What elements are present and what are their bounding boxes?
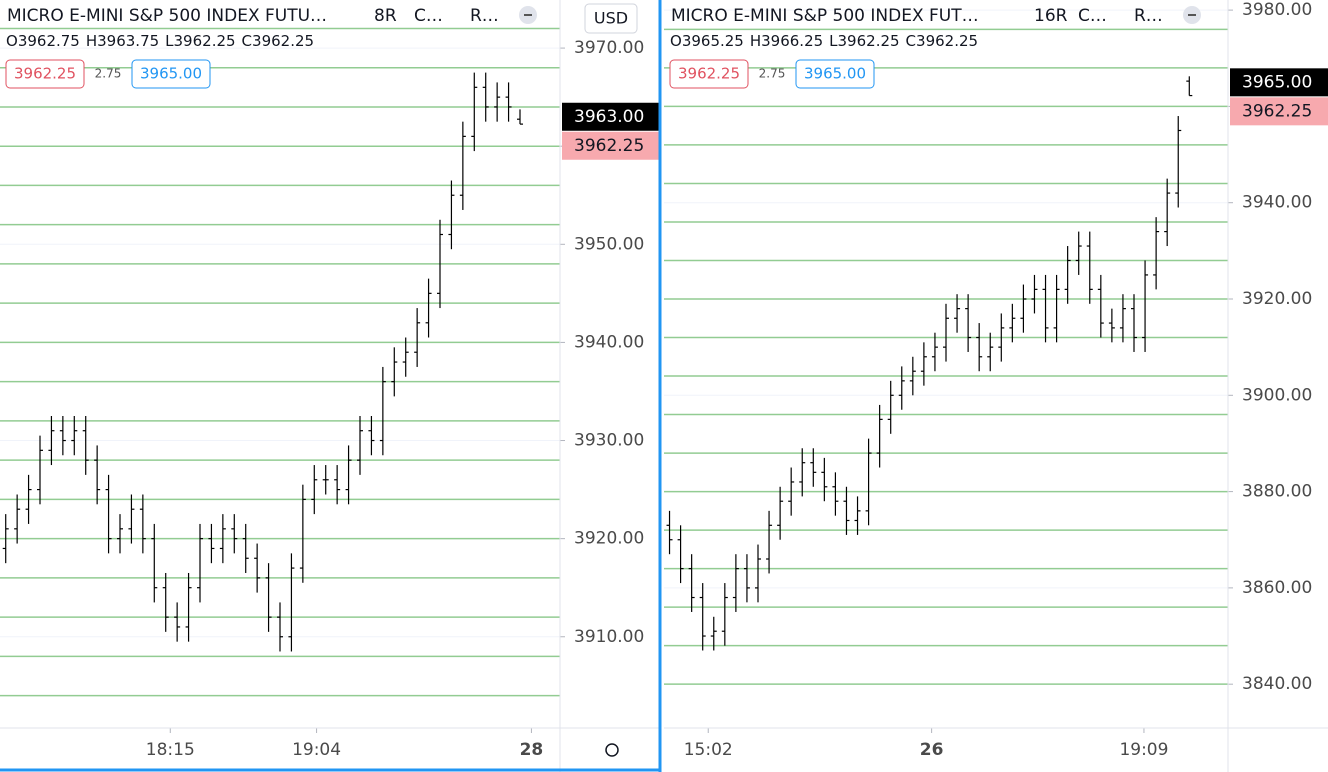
bid-box[interactable]: [669, 59, 749, 89]
ask-label: 3965.00: [804, 65, 866, 83]
currency-label: USD: [594, 9, 628, 28]
last-price-box: [1230, 97, 1328, 126]
x-tick-label: 28: [520, 740, 544, 760]
legend-value: 3962.25: [838, 32, 900, 50]
x-tick-label: 19:09: [1119, 740, 1168, 760]
last-price-label: 3962.25: [1242, 101, 1312, 121]
ask-box[interactable]: [131, 59, 211, 89]
ask-label: 3965.00: [140, 65, 202, 83]
legend-value: 3966.25: [761, 32, 823, 50]
legend-key: C: [906, 32, 916, 50]
legend-key: O: [6, 32, 18, 50]
title-text: MICRO E-MINI S&P 500 INDEX FUT…: [671, 6, 979, 26]
y-tick-label: 3900.00: [1242, 385, 1312, 405]
interval: 16R: [1034, 6, 1068, 26]
ohlc-legend: O3962.75 H3963.75 L3962.25 C3962.25: [6, 32, 314, 50]
y-tick-label: 3840.00: [1242, 674, 1312, 694]
legend-key: H: [86, 32, 97, 50]
y-tick-label: 3930.00: [574, 431, 644, 451]
interval: 8R: [374, 6, 397, 26]
currency-button[interactable]: [584, 3, 638, 34]
y-tick-label: 3940.00: [574, 332, 644, 352]
y-tick-label: 3920.00: [574, 529, 644, 549]
settings-icon[interactable]: [605, 743, 619, 757]
chart-title: MICRO E-MINI S&P 500 INDEX FUT…: [671, 6, 979, 26]
last-price-box: [562, 131, 660, 160]
y-tick-label: 3860.00: [1242, 578, 1312, 598]
legend-key: C: [242, 32, 252, 50]
x-tick-label: 18:15: [146, 740, 195, 760]
legend-value: 3963.75: [97, 32, 159, 50]
ohlc-legend: O3965.25 H3966.25 L3962.25 C3962.25: [670, 32, 978, 50]
spread-label: 2.75: [759, 67, 786, 81]
x-tick-label: 19:04: [292, 740, 341, 760]
y-tick-label: 3910.00: [574, 627, 644, 647]
chart-title: MICRO E-MINI S&P 500 INDEX FUTU…: [7, 6, 327, 26]
legend-value: 3965.25: [682, 32, 744, 50]
legend-key: L: [165, 32, 174, 50]
legend-key: O: [670, 32, 682, 50]
y-tick-label: 3950.00: [574, 234, 644, 254]
marker-price-box: [562, 102, 660, 131]
y-tick-label: 3920.00: [1242, 289, 1312, 309]
legend-value: 3962.75: [18, 32, 80, 50]
bid-label: 3962.25: [678, 65, 740, 83]
bid-label: 3962.25: [14, 65, 76, 83]
bid-box[interactable]: [5, 59, 85, 89]
x-tick-label: 26: [920, 740, 944, 760]
marker-price-box: [1230, 68, 1328, 97]
chart-style: C…: [1078, 6, 1107, 26]
marker-price-label: 3965.00: [1242, 72, 1312, 92]
x-tick-label: 15:02: [684, 740, 733, 760]
legend-value: 3962.25: [174, 32, 236, 50]
marker-price-label: 3963.00: [574, 107, 644, 127]
chart-style: C…: [414, 6, 443, 26]
last-price-label: 3962.25: [574, 136, 644, 156]
legend-key: H: [750, 32, 761, 50]
spread-label: 2.75: [95, 67, 122, 81]
y-tick-label: 3980.00: [1242, 0, 1312, 20]
legend-value: 3962.25: [916, 32, 978, 50]
extra-label: R…: [1134, 6, 1163, 26]
ask-box[interactable]: [795, 59, 875, 89]
legend-value: 3962.25: [252, 32, 314, 50]
extra-label: R…: [470, 6, 499, 26]
y-tick-label: 3880.00: [1242, 482, 1312, 502]
y-tick-label: 3970.00: [574, 38, 644, 58]
title-text: MICRO E-MINI S&P 500 INDEX FUTU…: [7, 6, 327, 26]
y-tick-label: 3940.00: [1242, 193, 1312, 213]
legend-key: L: [829, 32, 838, 50]
